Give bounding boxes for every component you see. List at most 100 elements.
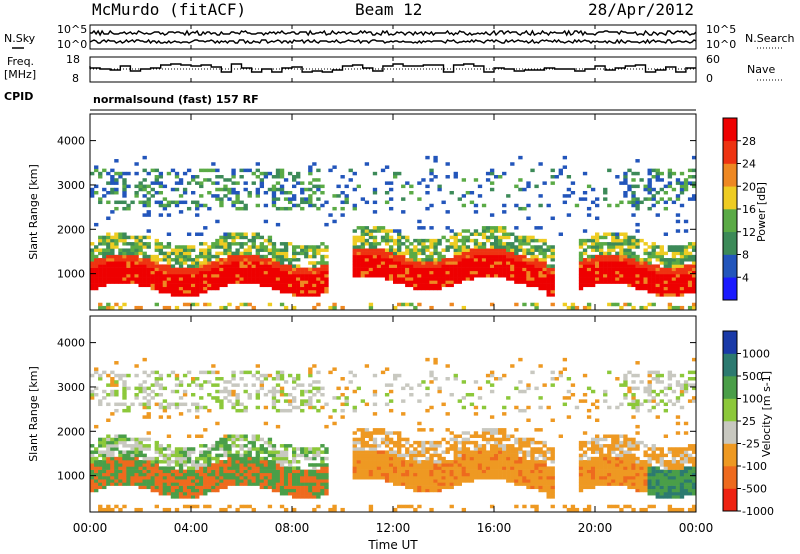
power-cell	[296, 258, 301, 262]
power-cell	[498, 261, 503, 265]
power-cell	[215, 175, 220, 179]
power-cell	[259, 270, 265, 275]
power-cell	[453, 280, 458, 284]
velocity-cell	[308, 389, 313, 394]
velocity-cell	[271, 402, 277, 407]
power-cell	[615, 175, 620, 179]
velocity-cell	[304, 469, 309, 474]
velocity-cell	[522, 408, 527, 413]
power-cell	[255, 248, 260, 252]
velocity-cell	[122, 453, 127, 458]
power-cell	[481, 235, 487, 240]
power-cell	[146, 203, 151, 208]
power-cell	[683, 270, 689, 275]
power-cell	[425, 190, 430, 195]
power-cell	[433, 270, 438, 275]
power-cell	[453, 235, 458, 240]
power-cell	[489, 229, 495, 233]
power-cell	[691, 155, 697, 160]
velocity-cell	[611, 475, 616, 480]
power-cell	[655, 171, 660, 176]
power-cell	[356, 235, 361, 240]
power-cell	[368, 270, 374, 275]
power-cell	[405, 264, 410, 268]
power-cell	[550, 258, 555, 262]
power-cell	[215, 286, 220, 291]
velocity-cell	[401, 437, 406, 442]
power-cell	[118, 232, 123, 236]
velocity-cell	[542, 469, 547, 474]
power-cell	[243, 280, 248, 284]
power-cell	[384, 165, 390, 169]
velocity-cell	[437, 453, 442, 458]
velocity-cell	[182, 488, 188, 493]
velocity-cell	[94, 392, 99, 397]
velocity-cell	[150, 485, 155, 490]
velocity-cell	[635, 485, 640, 490]
power-cell	[251, 277, 256, 281]
power-cell	[453, 232, 458, 236]
velocity-cell	[449, 447, 454, 451]
power-cell	[251, 181, 256, 185]
power-cell	[590, 254, 596, 259]
velocity-cell	[122, 373, 127, 378]
velocity-cell	[409, 479, 414, 483]
velocity-cell	[409, 472, 414, 477]
power-cell	[142, 261, 147, 265]
power-cell	[603, 254, 608, 259]
velocity-cell	[514, 428, 519, 432]
power-cell	[312, 280, 317, 284]
velocity-cell	[292, 399, 297, 403]
power-cell	[421, 242, 426, 246]
velocity-cell	[126, 460, 131, 464]
power-cell	[546, 203, 551, 208]
velocity-cell	[611, 466, 616, 470]
power-cell	[150, 277, 155, 281]
power-cell	[534, 277, 539, 281]
velocity-cell	[235, 450, 240, 454]
power-cell	[243, 248, 248, 252]
velocity-cell	[469, 456, 475, 461]
velocity-cell	[457, 466, 462, 470]
velocity-cell	[538, 453, 543, 458]
power-cell	[494, 245, 499, 249]
power-cell	[170, 258, 176, 262]
power-cell	[138, 242, 143, 246]
velocity-cell	[263, 377, 269, 381]
power-cell	[287, 242, 293, 246]
velocity-cell	[465, 466, 471, 470]
velocity-cell	[199, 479, 204, 483]
power-cell	[401, 258, 406, 262]
power-cell	[186, 232, 192, 236]
power-cell	[154, 302, 159, 307]
power-cell	[263, 245, 269, 249]
power-cell	[494, 248, 499, 252]
power-cell	[494, 226, 499, 230]
power-cell	[639, 277, 644, 281]
velocity-cell	[106, 456, 111, 461]
power-cell	[227, 251, 232, 256]
power-cell	[191, 273, 196, 278]
velocity-cell	[465, 472, 471, 477]
power-cell	[445, 270, 450, 275]
power-cell	[372, 248, 378, 252]
power-cell	[368, 264, 374, 268]
power-cell	[687, 289, 693, 294]
velocity-cell	[453, 460, 458, 464]
power-cell	[150, 258, 155, 262]
power-cell	[154, 168, 159, 173]
power-cell	[453, 238, 458, 243]
power-cell	[255, 162, 260, 166]
power-cell	[142, 245, 147, 249]
velocity-cell	[223, 472, 228, 477]
power-cell	[195, 293, 200, 297]
power-cell	[526, 184, 531, 189]
power-cell	[538, 270, 543, 275]
velocity-cell	[271, 444, 277, 448]
velocity-cell	[126, 472, 131, 477]
velocity-cell	[534, 485, 539, 490]
power-cell	[675, 270, 681, 275]
power-cell	[316, 302, 321, 307]
velocity-cell	[207, 472, 212, 477]
velocity-cell	[417, 504, 422, 509]
